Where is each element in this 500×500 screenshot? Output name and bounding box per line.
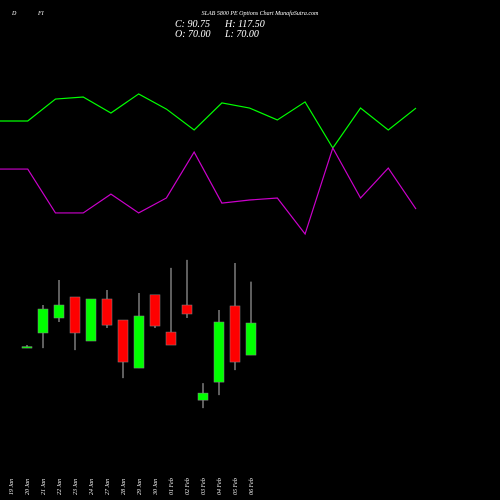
line-series xyxy=(0,146,417,236)
ohlc-label: C: 90.75 xyxy=(175,19,210,30)
candle-body xyxy=(53,304,65,319)
ohlc-label: L: 70.00 xyxy=(224,29,259,40)
x-tick-label: 30 Jan xyxy=(153,479,159,496)
candle-body xyxy=(149,294,161,327)
candle-body xyxy=(197,392,209,401)
x-tick-label: 02 Feb xyxy=(185,478,191,495)
candle-body xyxy=(181,304,193,315)
candle-body xyxy=(213,321,225,383)
x-tick-label: 20 Jan xyxy=(25,479,31,495)
line-series xyxy=(0,93,417,150)
x-tick-label: 21 Jan xyxy=(41,479,47,495)
header-label: D xyxy=(11,11,17,17)
candle-body xyxy=(165,331,177,346)
ohlc-label: H: 117.50 xyxy=(224,19,265,30)
x-tick-label: 06 Feb xyxy=(249,478,255,495)
x-tick-label: 29 Jan xyxy=(137,479,143,495)
candle-body xyxy=(85,298,97,342)
x-tick-label: 04 Feb xyxy=(216,478,223,495)
x-tick-label: 24 Jan xyxy=(88,479,95,495)
header-label: FI xyxy=(37,11,45,17)
candle-body xyxy=(229,305,241,363)
candle-body xyxy=(21,346,33,349)
x-tick-label: 28 Jan xyxy=(121,479,127,495)
candle-body xyxy=(117,319,129,363)
candle-body xyxy=(101,298,113,326)
ohlc-label: O: 70.00 xyxy=(175,29,211,40)
x-tick-label: 22 Jan xyxy=(57,479,63,495)
x-tick-label: 19 Jan xyxy=(9,479,15,495)
candle-body xyxy=(69,296,81,334)
candle-body xyxy=(245,322,257,356)
x-tick-label: 03 Feb xyxy=(201,478,207,495)
candle-body xyxy=(37,308,49,334)
x-tick-label: 27 Jan xyxy=(105,479,111,495)
candle-body xyxy=(133,315,145,369)
x-tick-label: 23 Jan xyxy=(73,479,79,495)
chart-title: SLAB 5800 PE Options Chart MunafaSutra.c… xyxy=(202,10,319,17)
x-tick-label: 05 Feb xyxy=(233,478,239,495)
x-tick-label: 01 Feb xyxy=(169,478,175,495)
